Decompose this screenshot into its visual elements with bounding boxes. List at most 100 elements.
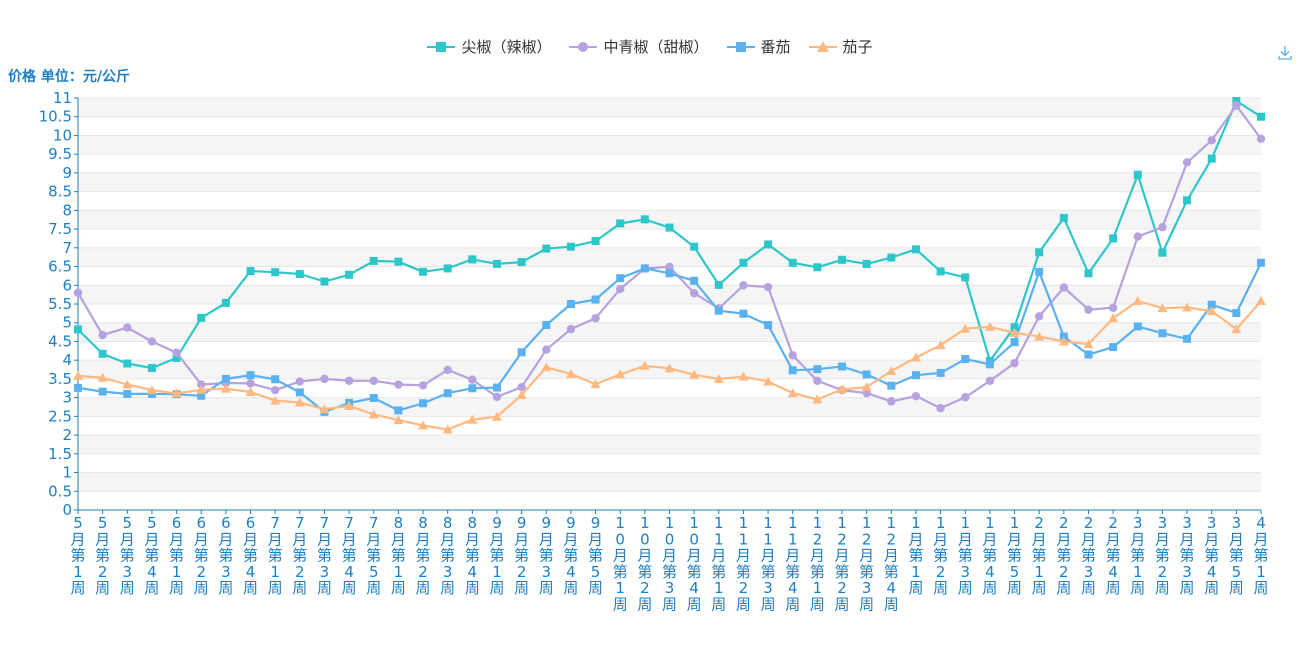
data-point [787, 388, 798, 398]
data-point [542, 320, 551, 329]
data-point [910, 352, 921, 362]
data-point [1058, 336, 1069, 346]
data-point [713, 373, 724, 383]
grid-band [78, 135, 1261, 155]
data-point [566, 300, 575, 308]
data-point [271, 268, 280, 277]
data-point [763, 282, 773, 292]
data-point [813, 365, 822, 374]
y-tick-label: 10.5 [39, 108, 72, 126]
data-point [961, 273, 970, 282]
data-point [220, 383, 231, 393]
data-point [591, 295, 600, 304]
data-point [1059, 213, 1068, 222]
data-point [73, 370, 83, 380]
data-point [616, 284, 625, 294]
data-point [714, 306, 723, 315]
data-point [1182, 158, 1192, 167]
data-point [566, 242, 575, 251]
y-axis-label: 价格 单位：元/公斤 [8, 69, 130, 85]
data-point [838, 255, 847, 264]
y-tick-label: 0.5 [48, 482, 72, 500]
data-point [739, 281, 748, 290]
x-tick-label: 3 月第 3 周 [1180, 514, 1195, 597]
data-point [1010, 358, 1019, 368]
data-point [369, 394, 378, 403]
data-point [74, 325, 82, 334]
x-tick-label: 2 月第 2 周 [1056, 514, 1071, 597]
data-point [911, 391, 921, 401]
data-point [1084, 305, 1093, 314]
x-tick-label: 1 0 月第 3 周 [662, 514, 677, 614]
data-point [271, 375, 280, 384]
data-point [763, 376, 774, 386]
data-point [542, 244, 551, 253]
data-point [812, 394, 823, 404]
data-point [664, 363, 675, 373]
data-point [985, 376, 995, 385]
data-point [98, 330, 107, 340]
data-point [984, 321, 995, 331]
data-point [1157, 303, 1168, 313]
data-point [246, 379, 255, 388]
data-point [665, 223, 674, 232]
data-point [98, 349, 107, 358]
data-point [861, 382, 872, 392]
data-point [1009, 327, 1020, 337]
data-point [394, 406, 403, 415]
data-point [443, 264, 452, 273]
legend-symbol [808, 40, 837, 52]
data-point [368, 409, 379, 419]
x-tick-label: 8 月第 4 周 [465, 514, 480, 597]
data-point [246, 267, 255, 276]
y-tick-label: 4 [62, 351, 72, 369]
data-point [739, 309, 748, 318]
data-point [911, 371, 920, 380]
data-point [1108, 313, 1119, 323]
x-tick-label: 7 月第 1 周 [268, 514, 283, 597]
x-tick-label: 7 月第 3 周 [317, 514, 332, 597]
data-point [270, 395, 281, 405]
x-tick-label: 7 月第 4 周 [342, 514, 357, 597]
x-tick-label: 9 月第 5 周 [588, 514, 603, 597]
x-tick-label: 5 月第 3 周 [120, 514, 135, 597]
x-tick-label: 8 月第 1 周 [391, 514, 406, 597]
y-tick-label: 5.5 [48, 295, 72, 313]
data-point [788, 351, 797, 360]
data-point [517, 348, 526, 357]
grid-band [78, 322, 1261, 342]
legend-item-3[interactable]: 番茄 [726, 36, 791, 57]
data-point [418, 381, 428, 390]
data-point [123, 323, 132, 332]
x-tick-label: 7 月第 5 周 [366, 514, 381, 597]
data-point [171, 388, 182, 398]
data-point [1084, 269, 1093, 278]
data-point [764, 320, 773, 329]
legend-item-1[interactable]: 尖椒（辣椒） [427, 36, 551, 57]
data-point [123, 359, 132, 368]
data-point [516, 390, 527, 400]
y-tick-label: 0 [62, 501, 72, 519]
legend-label: 番茄 [760, 38, 791, 56]
data-point [1158, 223, 1167, 232]
grid-band [78, 397, 1261, 417]
x-tick-label: 9 月第 2 周 [514, 514, 529, 597]
data-point [1034, 331, 1045, 341]
data-point [1231, 324, 1242, 334]
x-tick-label: 3 月第 4 周 [1204, 514, 1219, 597]
data-point [639, 360, 650, 370]
data-point [468, 375, 477, 384]
data-point [1256, 134, 1266, 144]
download-icon[interactable] [1276, 44, 1294, 62]
data-point [714, 280, 723, 289]
data-point [886, 366, 897, 376]
data-point [1083, 339, 1094, 349]
data-point [1010, 338, 1019, 347]
y-tick-label: 6 [62, 276, 72, 294]
x-tick-label: 1 2 月第 1 周 [810, 514, 825, 614]
data-point [689, 288, 699, 298]
data-point [1132, 296, 1143, 306]
data-point [320, 277, 329, 286]
legend-item-4[interactable]: 茄子 [808, 36, 873, 57]
legend-item-2[interactable]: 中青椒（甜椒） [569, 36, 709, 57]
